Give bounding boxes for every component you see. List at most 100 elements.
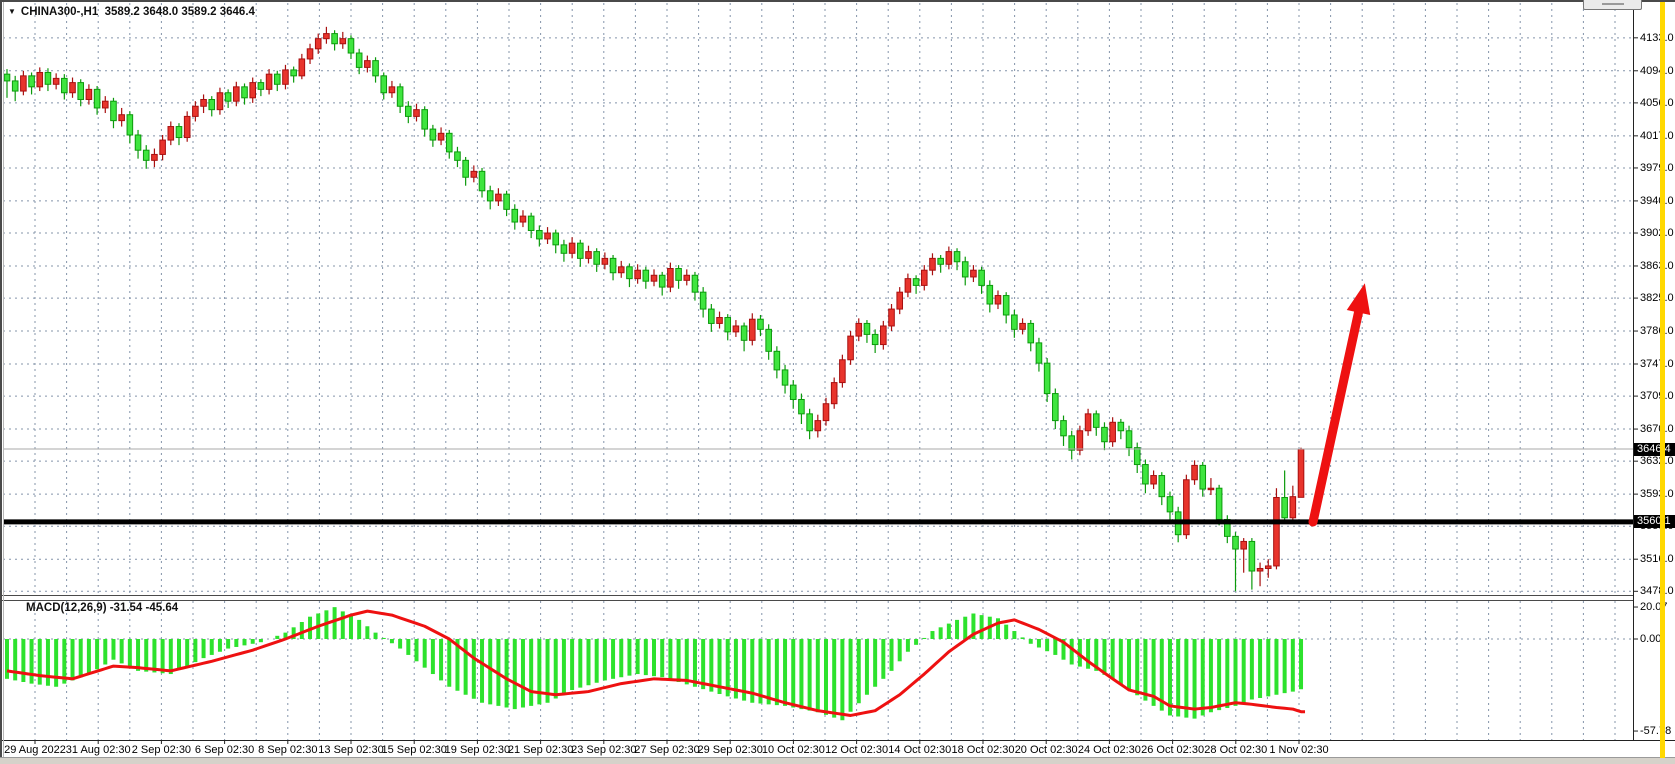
time-tick-label: 19 Sep 02:30 [444,744,511,756]
candle-body [724,317,732,333]
time-tick-label: 12 Oct 02:30 [825,744,889,756]
candle-body [110,100,117,122]
candle-body [814,420,822,432]
price-tick-label: 3709.0 [1640,390,1674,403]
candle-body [216,92,224,111]
candle-body [167,126,175,141]
candle-body [405,105,412,117]
candle-body [413,109,420,117]
candle-body [675,268,682,281]
candle-body [36,71,44,88]
price-tick-label: 3825.0 [1640,292,1674,305]
price-tick-label: 3786.0 [1640,325,1674,338]
trend-arrow-head[interactable] [1346,283,1371,316]
candle-body [1002,295,1010,316]
candle-body [880,325,887,346]
candle-body [699,291,707,310]
candle-body [855,322,863,337]
candle-body [380,75,388,94]
candle-body [937,257,944,265]
time-tick-label: 29 Aug 2022 [4,744,66,756]
chart-menu-dropdown-icon[interactable]: ▼ [8,7,16,16]
candle-body [200,99,207,107]
candle-body [667,268,674,288]
candle-body [462,159,469,178]
price-tick-label: 3593.0 [1640,488,1674,501]
candle-body [691,274,699,293]
candle-body [896,291,904,310]
candle-body [544,232,551,240]
candles [3,26,1305,592]
candle-body [93,88,101,109]
candle-body [1027,322,1035,344]
candle-body [1199,464,1207,490]
candle-body [822,403,830,422]
candle-body [970,269,977,278]
candle-body [789,384,797,400]
chart-symbol-header: ▼ CHINA300-,H1 3589.2 3648.0 3589.2 3646.… [8,6,255,20]
candle-body [3,73,11,82]
window-top-border [0,0,1675,2]
time-tick-label: 20 Oct 02:30 [1014,744,1078,756]
candle-body [28,75,35,88]
panel-splitter-lower[interactable] [0,600,1633,601]
candle-body [1232,535,1239,550]
candle-body [159,139,166,155]
candle-body [1068,435,1076,451]
price-tick-label: 4133.0 [1640,31,1674,44]
candle-body [920,269,928,286]
candle-body [396,86,404,107]
candle-body [716,317,723,324]
candle-body [495,193,502,202]
candle-body [323,33,330,40]
window-left-inner-border [3,2,4,758]
candle-body [470,170,478,178]
candle-body [77,82,85,101]
candle-body [847,335,854,361]
cropped-toolbar-button[interactable] [1583,0,1642,10]
candle-body [839,359,846,384]
candle-body [1052,393,1059,422]
candle-body [593,251,600,265]
candle-body [945,251,953,265]
time-tick-label: 18 Oct 02:30 [951,744,1015,756]
candle-body [347,38,355,54]
candle-body [331,33,338,45]
candle-body [134,134,142,151]
candle-body [740,325,748,341]
price-tick-label: 3979.0 [1640,161,1674,174]
candle-body [1142,464,1149,485]
candle-body [421,109,428,130]
candle-body [757,318,764,330]
price-axis-border [1633,2,1634,741]
candle-body [1101,426,1108,443]
yellow-marker-stripe [1660,2,1665,758]
time-tick-label: 21 Sep 02:30 [507,744,574,756]
candle-body [912,278,920,286]
candle-body [1084,413,1092,432]
candle-body [929,257,936,271]
time-tick-label: 29 Sep 02:30 [697,744,763,756]
panel-splitter[interactable] [0,595,1633,596]
candle-body [61,77,68,94]
time-tick-label: 24 Oct 02:30 [1077,744,1141,756]
time-tick-label: 2 Sep 02:30 [131,744,192,756]
price-tick-label: 4094.0 [1640,64,1674,77]
candle-body [233,86,240,102]
candle-body [372,60,379,77]
candle-body [871,333,879,346]
time-tick-label: 26 Oct 02:30 [1141,744,1205,756]
candle-body [224,92,232,102]
candle-body [52,77,60,85]
candle-body [765,328,772,352]
trend-arrow-shaft[interactable] [1308,308,1363,527]
candle-body [257,82,265,90]
candle-body [1256,567,1264,572]
candle-body [364,60,371,68]
price-tick-label: 3747.0 [1640,357,1674,370]
price-tick-label: 4017.0 [1640,129,1674,142]
candle-body [429,128,437,141]
candle-body [339,38,347,45]
macd-tick-label: -57.78 [1640,725,1672,738]
